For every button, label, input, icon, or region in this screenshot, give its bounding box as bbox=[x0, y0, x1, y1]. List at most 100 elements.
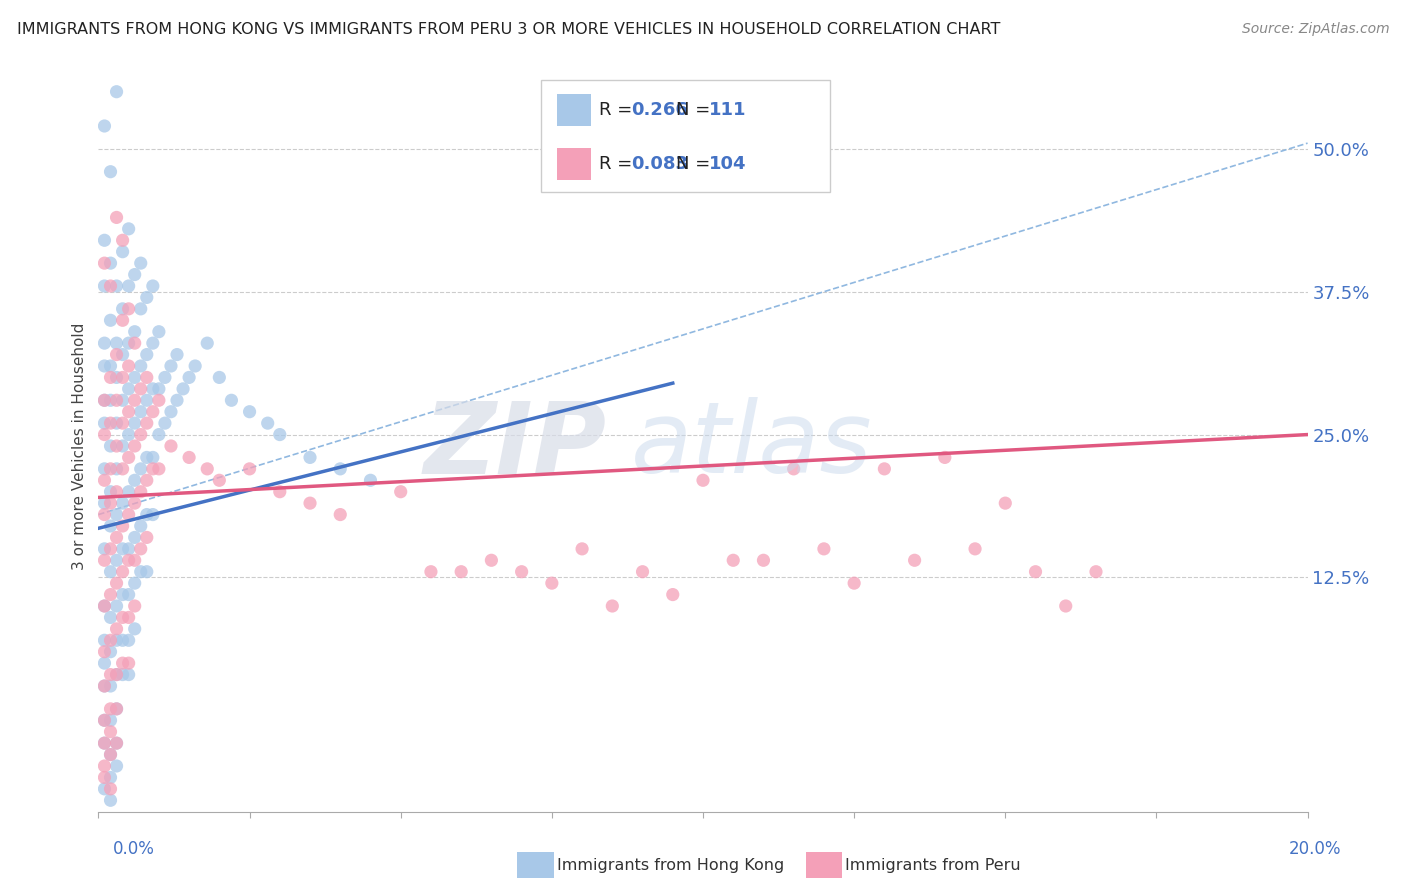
Point bbox=[118, 222, 141, 236]
Point bbox=[105, 736, 128, 750]
Point bbox=[118, 610, 141, 624]
Point bbox=[111, 565, 134, 579]
Point bbox=[153, 416, 176, 430]
Point bbox=[100, 164, 122, 178]
Point bbox=[783, 462, 806, 476]
Point bbox=[111, 667, 134, 681]
Text: 20.0%: 20.0% bbox=[1288, 840, 1341, 858]
Point bbox=[100, 633, 122, 648]
Point bbox=[100, 496, 122, 510]
Point bbox=[93, 736, 115, 750]
Point bbox=[118, 633, 141, 648]
Point bbox=[904, 553, 927, 567]
Point bbox=[93, 473, 115, 487]
Point bbox=[179, 370, 201, 384]
Point bbox=[124, 576, 146, 591]
Point bbox=[111, 462, 134, 476]
Point bbox=[100, 541, 122, 556]
Point bbox=[184, 359, 207, 373]
Point bbox=[100, 747, 122, 762]
Point bbox=[172, 382, 194, 396]
Point bbox=[100, 702, 122, 716]
Point bbox=[100, 462, 122, 476]
Point bbox=[118, 336, 141, 351]
Point bbox=[105, 393, 128, 408]
Point bbox=[153, 370, 176, 384]
Point bbox=[118, 427, 141, 442]
Point bbox=[124, 622, 146, 636]
Point bbox=[93, 416, 115, 430]
Point bbox=[100, 645, 122, 659]
Point bbox=[269, 484, 291, 499]
Point bbox=[129, 256, 152, 270]
Point bbox=[135, 508, 157, 522]
Text: Immigrants from Hong Kong: Immigrants from Hong Kong bbox=[557, 858, 785, 872]
Point bbox=[135, 290, 157, 304]
Point bbox=[692, 473, 714, 487]
Point bbox=[129, 405, 152, 419]
Text: atlas: atlas bbox=[630, 398, 872, 494]
Point bbox=[105, 702, 128, 716]
Point bbox=[844, 576, 866, 591]
Point bbox=[93, 233, 115, 247]
Point bbox=[111, 370, 134, 384]
Point bbox=[105, 553, 128, 567]
Point bbox=[100, 279, 122, 293]
Point bbox=[166, 393, 188, 408]
Point bbox=[124, 473, 146, 487]
Point bbox=[129, 301, 152, 316]
Point bbox=[142, 462, 165, 476]
Point bbox=[100, 747, 122, 762]
Point bbox=[329, 508, 352, 522]
Text: Source: ZipAtlas.com: Source: ZipAtlas.com bbox=[1241, 22, 1389, 37]
Point bbox=[299, 496, 322, 510]
Point bbox=[118, 656, 141, 670]
Point bbox=[135, 565, 157, 579]
Point bbox=[100, 588, 122, 602]
Point bbox=[129, 565, 152, 579]
Point bbox=[111, 541, 134, 556]
Point bbox=[100, 714, 122, 728]
Point bbox=[111, 496, 134, 510]
Point bbox=[100, 679, 122, 693]
Point bbox=[813, 541, 835, 556]
Point bbox=[105, 336, 128, 351]
Point bbox=[111, 439, 134, 453]
Point bbox=[142, 450, 165, 465]
Point bbox=[239, 405, 262, 419]
Point bbox=[100, 416, 122, 430]
Point bbox=[129, 427, 152, 442]
Point bbox=[93, 393, 115, 408]
Point bbox=[166, 347, 188, 362]
Text: IMMIGRANTS FROM HONG KONG VS IMMIGRANTS FROM PERU 3 OR MORE VEHICLES IN HOUSEHOL: IMMIGRANTS FROM HONG KONG VS IMMIGRANTS … bbox=[17, 22, 1000, 37]
Point bbox=[994, 496, 1017, 510]
Point bbox=[129, 484, 152, 499]
Point bbox=[118, 588, 141, 602]
Point bbox=[100, 724, 122, 739]
Point bbox=[118, 301, 141, 316]
Point bbox=[329, 462, 352, 476]
Point bbox=[135, 473, 157, 487]
Point bbox=[221, 393, 243, 408]
Point bbox=[239, 462, 262, 476]
Point bbox=[195, 336, 218, 351]
Point bbox=[111, 633, 134, 648]
Point bbox=[111, 347, 134, 362]
Point bbox=[571, 541, 593, 556]
Point bbox=[124, 553, 146, 567]
Point bbox=[873, 462, 896, 476]
Point bbox=[142, 382, 165, 396]
Text: 0.266: 0.266 bbox=[631, 101, 688, 119]
Point bbox=[124, 496, 146, 510]
Point bbox=[135, 530, 157, 544]
Point bbox=[100, 256, 122, 270]
Point bbox=[148, 393, 170, 408]
Point bbox=[100, 781, 122, 796]
Point bbox=[160, 359, 183, 373]
Point bbox=[93, 119, 115, 133]
Point bbox=[93, 462, 115, 476]
Point bbox=[256, 416, 278, 430]
Point bbox=[93, 541, 115, 556]
Point bbox=[111, 393, 134, 408]
Point bbox=[105, 211, 128, 225]
